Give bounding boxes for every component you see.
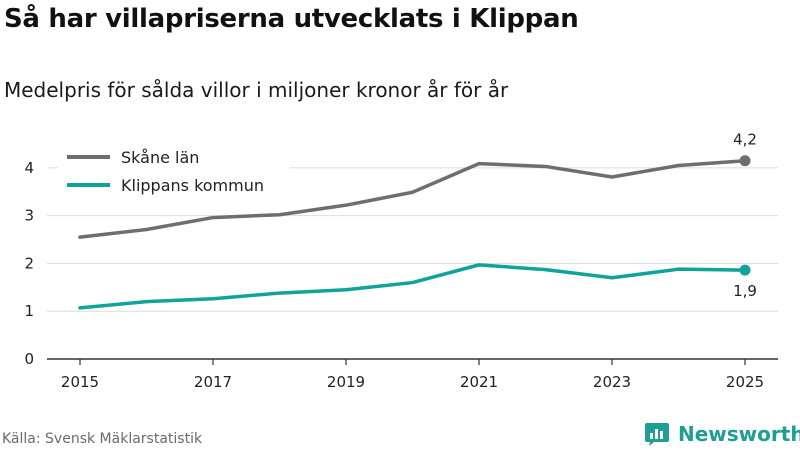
x-tick-label: 2017 <box>194 373 232 391</box>
series-lines: 4,2 1,9 <box>78 131 757 310</box>
chart-subtitle: Medelpris för sålda villor i miljoner kr… <box>4 78 509 102</box>
brand-name: Newsworthy <box>678 422 800 446</box>
chart-title: Så har villapriserna utvecklats i Klippa… <box>4 4 579 34</box>
end-point-marker <box>739 155 751 167</box>
y-tick-label: 1 <box>24 302 34 320</box>
y-tick-label: 0 <box>24 350 34 368</box>
x-tick-label: 2021 <box>460 373 498 391</box>
source-note: Källa: Svensk Mäklarstatistik <box>2 431 203 447</box>
end-point-marker <box>739 264 751 276</box>
end-value-label: 1,9 <box>733 282 757 300</box>
legend-label: Skåne län <box>121 148 199 167</box>
x-tick-label: 2015 <box>61 373 99 391</box>
y-tick-label: 2 <box>24 254 34 272</box>
y-tick-label: 3 <box>24 207 34 225</box>
y-axis-ticks: 0 1 2 3 4 <box>24 159 34 368</box>
legend-background <box>58 141 290 201</box>
newsworthy-logo-icon <box>645 423 669 446</box>
series-line <box>78 263 747 310</box>
series-line <box>78 158 747 239</box>
x-tick-label: 2019 <box>327 373 365 391</box>
brand-logo: Newsworthy <box>644 421 800 447</box>
end-value-label: 4,2 <box>733 131 757 149</box>
legend-label: Klippans kommun <box>121 176 264 195</box>
x-axis-ticks: 2015 2017 2019 2021 2023 2025 <box>61 359 764 391</box>
legend: Skåne län Klippans kommun <box>58 141 290 201</box>
y-tick-label: 4 <box>24 159 34 177</box>
x-tick-label: 2025 <box>726 373 764 391</box>
x-tick-label: 2023 <box>593 373 631 391</box>
